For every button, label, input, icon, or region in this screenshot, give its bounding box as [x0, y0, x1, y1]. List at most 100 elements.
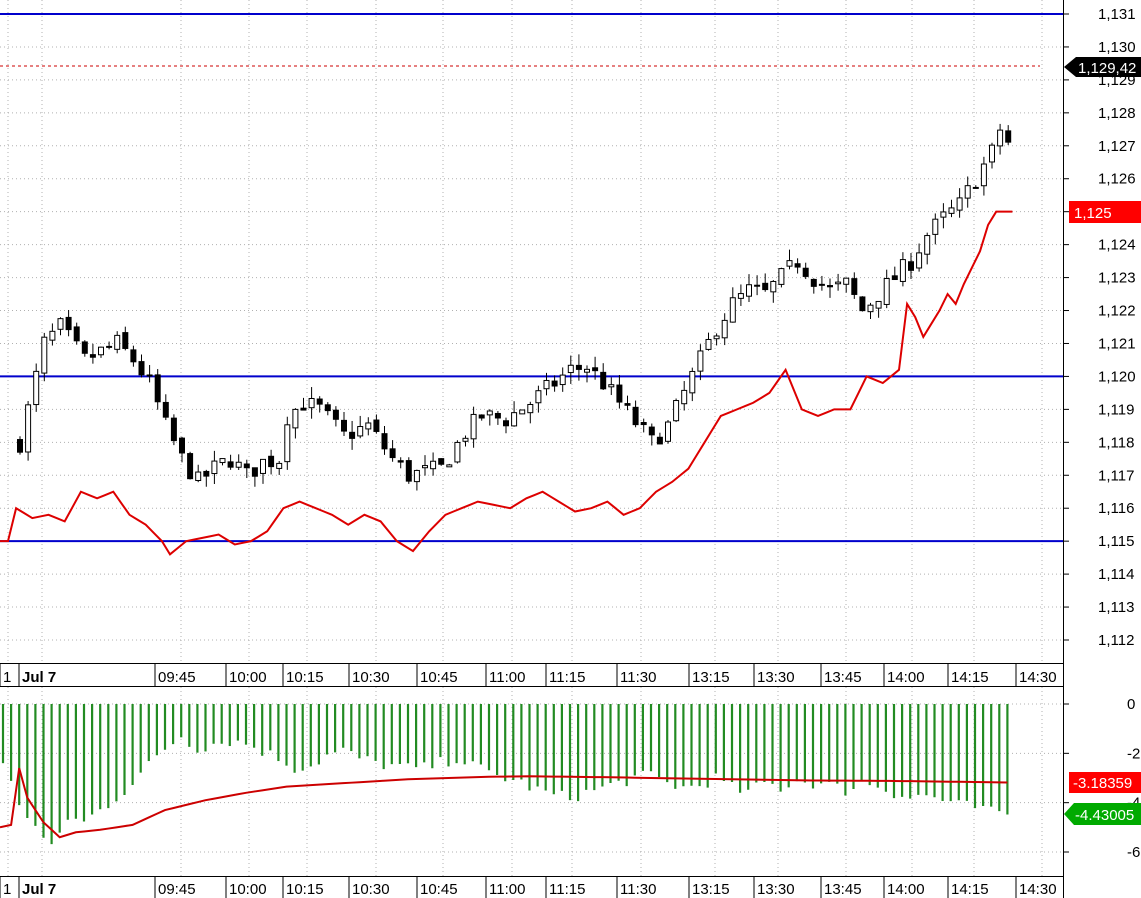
- candle: [778, 267, 785, 288]
- time-axis-upper: 1 Jul 7 09:45 10:00 10:15 10:30 10:45 11:00 11:1…: [0, 664, 1057, 686]
- candle: [397, 457, 404, 469]
- candle: [843, 277, 850, 293]
- candle: [162, 394, 169, 421]
- time-label: 11:15: [549, 881, 585, 898]
- candle: [389, 440, 396, 462]
- candle: [1005, 125, 1012, 145]
- candle: [81, 340, 88, 357]
- price-tick-label: 1,130: [1098, 39, 1136, 56]
- candle: [908, 253, 914, 280]
- candle: [292, 408, 299, 439]
- candle: [689, 367, 696, 402]
- candle: [365, 417, 372, 436]
- candle: [195, 464, 202, 483]
- candle: [73, 322, 80, 345]
- signal-line: [0, 767, 1008, 839]
- candle: [648, 423, 655, 446]
- candle: [997, 123, 1004, 155]
- candle: [867, 302, 874, 320]
- candle: [454, 440, 461, 464]
- candle: [146, 365, 153, 383]
- time-label: 11:30: [620, 881, 656, 898]
- time-label: 11:00: [489, 881, 525, 898]
- time-label: 10:15: [286, 881, 324, 898]
- price-tick-labels: 1,112 1,113 1,114 1,115 1,116 1,117 1,118 1,119…: [1063, 6, 1136, 649]
- price-tick-label: 1,112: [1098, 632, 1134, 649]
- candle: [308, 387, 315, 419]
- candle: [794, 258, 801, 274]
- candle: [916, 243, 923, 272]
- oscillator-tick-label: 0: [1127, 696, 1135, 713]
- candle: [17, 436, 23, 455]
- candle: [65, 309, 72, 337]
- indicator-value-tag: 1,125: [1069, 201, 1141, 223]
- time-label: 13:30: [757, 669, 795, 686]
- candle: [964, 176, 971, 208]
- candle: [786, 249, 793, 270]
- candle: [616, 374, 623, 409]
- time-label: 14:30: [1019, 881, 1057, 898]
- candle: [575, 354, 582, 381]
- candle: [478, 414, 485, 421]
- candle: [187, 451, 194, 480]
- indicator-line: [0, 210, 1013, 556]
- price-tick-label: 1,122: [1098, 303, 1136, 320]
- oscillator-tick-label: -2: [1127, 745, 1140, 762]
- candle: [551, 375, 558, 392]
- candle: [324, 402, 331, 416]
- candle: [859, 296, 866, 312]
- candle: [980, 156, 987, 196]
- candle: [567, 355, 574, 384]
- candle: [697, 344, 704, 381]
- candle: [559, 367, 566, 392]
- candle: [899, 252, 906, 287]
- candle: [373, 414, 380, 434]
- candle: [446, 463, 453, 468]
- candle: [284, 416, 291, 470]
- candle: [381, 426, 388, 455]
- candle: [341, 412, 347, 436]
- time-label: 1: [3, 669, 11, 686]
- price-tick-label: 1,131: [1098, 6, 1136, 23]
- price-tick-label: 1,121: [1098, 335, 1136, 352]
- candle: [235, 454, 242, 470]
- candle: [106, 341, 113, 350]
- time-label: 10:00: [229, 669, 267, 686]
- time-label: 14:00: [887, 881, 925, 898]
- candle: [535, 385, 542, 413]
- time-label: 11:00: [489, 669, 525, 686]
- candle: [89, 343, 96, 364]
- candle: [721, 313, 728, 346]
- candle: [818, 275, 825, 291]
- time-label: 13:15: [692, 669, 730, 686]
- candle: [827, 278, 833, 298]
- candle: [600, 363, 607, 391]
- candle: [511, 401, 518, 427]
- candle: [624, 395, 631, 411]
- time-label: 10:30: [352, 669, 390, 686]
- candle: [762, 273, 769, 292]
- candle: [584, 365, 590, 383]
- candle: [243, 459, 250, 479]
- candle: [835, 273, 842, 291]
- candle: [33, 363, 40, 412]
- candle: [57, 317, 64, 336]
- price-tick-label: 1,119: [1098, 401, 1134, 418]
- candle: [851, 272, 858, 299]
- candle: [300, 397, 307, 411]
- candle: [924, 232, 931, 265]
- price-tick-label: 1,118: [1098, 434, 1134, 451]
- candle: [49, 323, 56, 346]
- candle: [729, 287, 736, 323]
- histogram-bars: [1, 704, 1009, 845]
- candle: [948, 199, 955, 218]
- time-label: 10:00: [229, 881, 267, 898]
- candle: [462, 435, 469, 447]
- candle: [705, 332, 712, 351]
- candle: [268, 449, 275, 475]
- candle: [114, 331, 121, 354]
- price-tick-label: 1,124: [1098, 237, 1136, 254]
- candle: [737, 284, 744, 306]
- price-tick-label: 1,115: [1098, 533, 1134, 550]
